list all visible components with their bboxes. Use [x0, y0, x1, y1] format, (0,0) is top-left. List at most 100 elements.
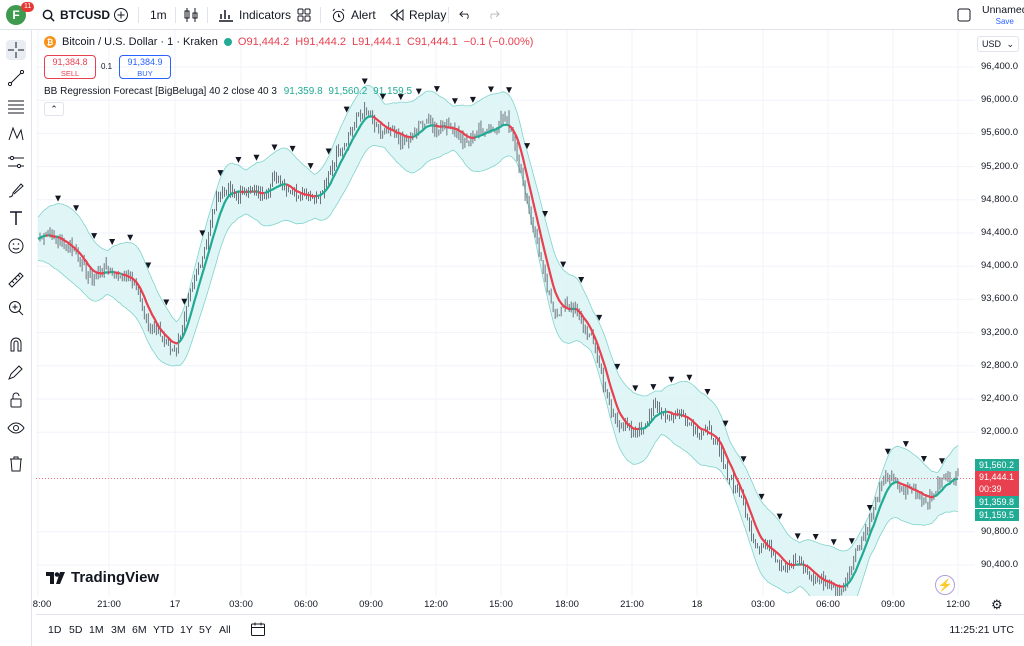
layout-name-button[interactable] — [957, 0, 971, 30]
indicator-value-mid: 91,359.8 — [283, 86, 323, 97]
sell-signal-marker — [866, 504, 873, 511]
midline-down-segment — [233, 191, 237, 195]
ohlc-close: C91,444.1 — [406, 36, 458, 48]
alarm-clock-icon — [332, 8, 345, 22]
sell-signal-marker — [632, 385, 639, 392]
interval-button[interactable]: 1m — [150, 0, 167, 30]
sell-signal-marker — [271, 144, 278, 151]
indicator-legend[interactable]: BB Regression Forecast [BigBeluga] 40 2 … — [44, 86, 412, 97]
zoom-tool[interactable] — [6, 298, 26, 318]
midline-up-segment — [119, 272, 123, 276]
date-range-button[interactable] — [250, 621, 266, 640]
drawing-toolbar — [0, 30, 32, 646]
price-tick: 96,400.0 — [981, 61, 1018, 72]
ruler-tool[interactable] — [6, 270, 26, 290]
midline-up-segment — [103, 271, 109, 275]
buy-button[interactable]: 91,384.9 BUY — [119, 55, 171, 79]
replay-button[interactable]: Replay — [390, 0, 446, 30]
currency-select[interactable]: USD ⌄ — [977, 36, 1019, 52]
remove-drawings-tool[interactable] — [6, 454, 26, 474]
settings-gear-icon[interactable]: ⚙ — [991, 597, 1003, 612]
eye-icon — [7, 422, 25, 434]
spread-value: 0.1 — [101, 62, 113, 71]
alert-button[interactable]: Alert — [331, 0, 376, 30]
sell-signal-marker — [740, 456, 747, 463]
symbol-search-button[interactable]: BTCUSD — [42, 0, 110, 30]
range-button-all[interactable]: All — [219, 624, 231, 636]
clock-timezone[interactable]: 11:25:21 UTC — [949, 624, 1014, 636]
time-tick: 06:00 — [816, 599, 840, 610]
time-axis[interactable]: 8:00 21:00 17 03:00 06:00 09:00 12:00 15:00 18:0… — [33, 596, 975, 614]
range-button-1m[interactable]: 1M — [89, 624, 104, 636]
midline-down-segment — [57, 236, 105, 275]
midline-down-segment — [803, 563, 844, 588]
projection-tool[interactable] — [6, 152, 26, 172]
search-icon — [42, 9, 55, 22]
undo-button[interactable] — [459, 0, 472, 30]
brush-tool[interactable] — [6, 180, 26, 200]
lightning-icon[interactable]: ⚡ — [935, 575, 955, 595]
trendline-tool[interactable] — [6, 68, 26, 88]
chart-legend: ₿ Bitcoin / U.S. Dollar · 1 · Kraken O91… — [44, 36, 533, 48]
price-tick: 90,800.0 — [981, 525, 1018, 537]
trash-icon — [10, 456, 22, 472]
magnet-tool[interactable] — [6, 334, 26, 354]
midline-down-segment — [372, 115, 413, 139]
chart-type-button[interactable] — [184, 0, 198, 30]
buy-price: 91,384.9 — [127, 57, 163, 67]
stay-drawing-tool[interactable] — [6, 362, 26, 382]
range-button-1d[interactable]: 1D — [48, 624, 62, 636]
range-button-ytd[interactable]: YTD — [153, 624, 174, 636]
range-button-1y[interactable]: 1Y — [180, 624, 193, 636]
sell-signal-marker — [199, 230, 206, 237]
range-button-6m[interactable]: 6M — [132, 624, 147, 636]
chevron-up-icon: ⌃ — [50, 104, 58, 114]
hide-tool[interactable] — [6, 418, 26, 438]
midline-up-segment — [55, 235, 59, 239]
collapse-legend-button[interactable]: ⌃ — [44, 102, 64, 116]
compare-symbol-button[interactable] — [113, 0, 129, 30]
sell-signal-marker — [91, 233, 98, 240]
upper-band-price-label: 91,560.2 — [975, 459, 1019, 471]
indicators-button[interactable]: Indicators — [218, 0, 291, 30]
midline-down-segment — [286, 183, 317, 198]
range-button-3m[interactable]: 3M — [111, 624, 126, 636]
price-axis[interactable]: USD ⌄ 96,400.0 96,000.0 95,600.0 95,200.0 94… — [975, 30, 1024, 596]
time-tick: 09:00 — [881, 599, 905, 610]
layout-name: Unnamed — [982, 4, 1024, 16]
sell-button[interactable]: 91,384.8 SELL — [44, 55, 96, 79]
bottom-toolbar: 1D 5D 1M 3M 6M YTD 1Y 5Y All 11:25:21 UTC — [36, 614, 1024, 646]
smile-icon — [8, 238, 24, 254]
crosshair-tool[interactable] — [6, 40, 26, 60]
price-tick: 94,800.0 — [981, 193, 1018, 205]
symbol-title[interactable]: Bitcoin / U.S. Dollar · 1 · Kraken — [62, 36, 218, 48]
sell-signal-marker — [524, 143, 531, 150]
price-tick: 94,400.0 — [981, 227, 1018, 238]
sell-signal-marker — [722, 420, 729, 427]
lock-tool[interactable] — [6, 390, 26, 410]
pattern-tool[interactable] — [6, 124, 26, 144]
sell-signal-marker — [758, 493, 765, 500]
price-tick: 93,200.0 — [981, 326, 1018, 338]
text-icon — [10, 211, 22, 225]
fib-tool[interactable] — [6, 96, 26, 116]
layouts-button[interactable] — [297, 0, 311, 30]
text-tool[interactable] — [6, 208, 26, 228]
sell-signal-marker — [433, 86, 440, 93]
range-button-5y[interactable]: 5Y — [199, 624, 212, 636]
time-tick: 18:00 — [555, 599, 579, 610]
sell-signal-marker — [109, 238, 116, 245]
last-price-value: 91,444.1 — [979, 472, 1015, 482]
price-tick: 95,600.0 — [981, 127, 1018, 139]
checkbox-icon — [957, 8, 971, 22]
layout-name-block[interactable]: Unnamed Save — [982, 5, 1024, 27]
range-button-5d[interactable]: 5D — [69, 624, 83, 636]
midline-up-segment — [236, 190, 241, 194]
redo-button[interactable] — [487, 0, 500, 30]
price-chart[interactable] — [36, 30, 975, 596]
tradingview-watermark: TradingView — [46, 569, 159, 586]
emoji-tool[interactable] — [6, 236, 26, 256]
midline-up-segment — [679, 413, 682, 417]
time-tick: 03:00 — [751, 599, 775, 610]
time-tick: 21:00 — [620, 599, 644, 610]
